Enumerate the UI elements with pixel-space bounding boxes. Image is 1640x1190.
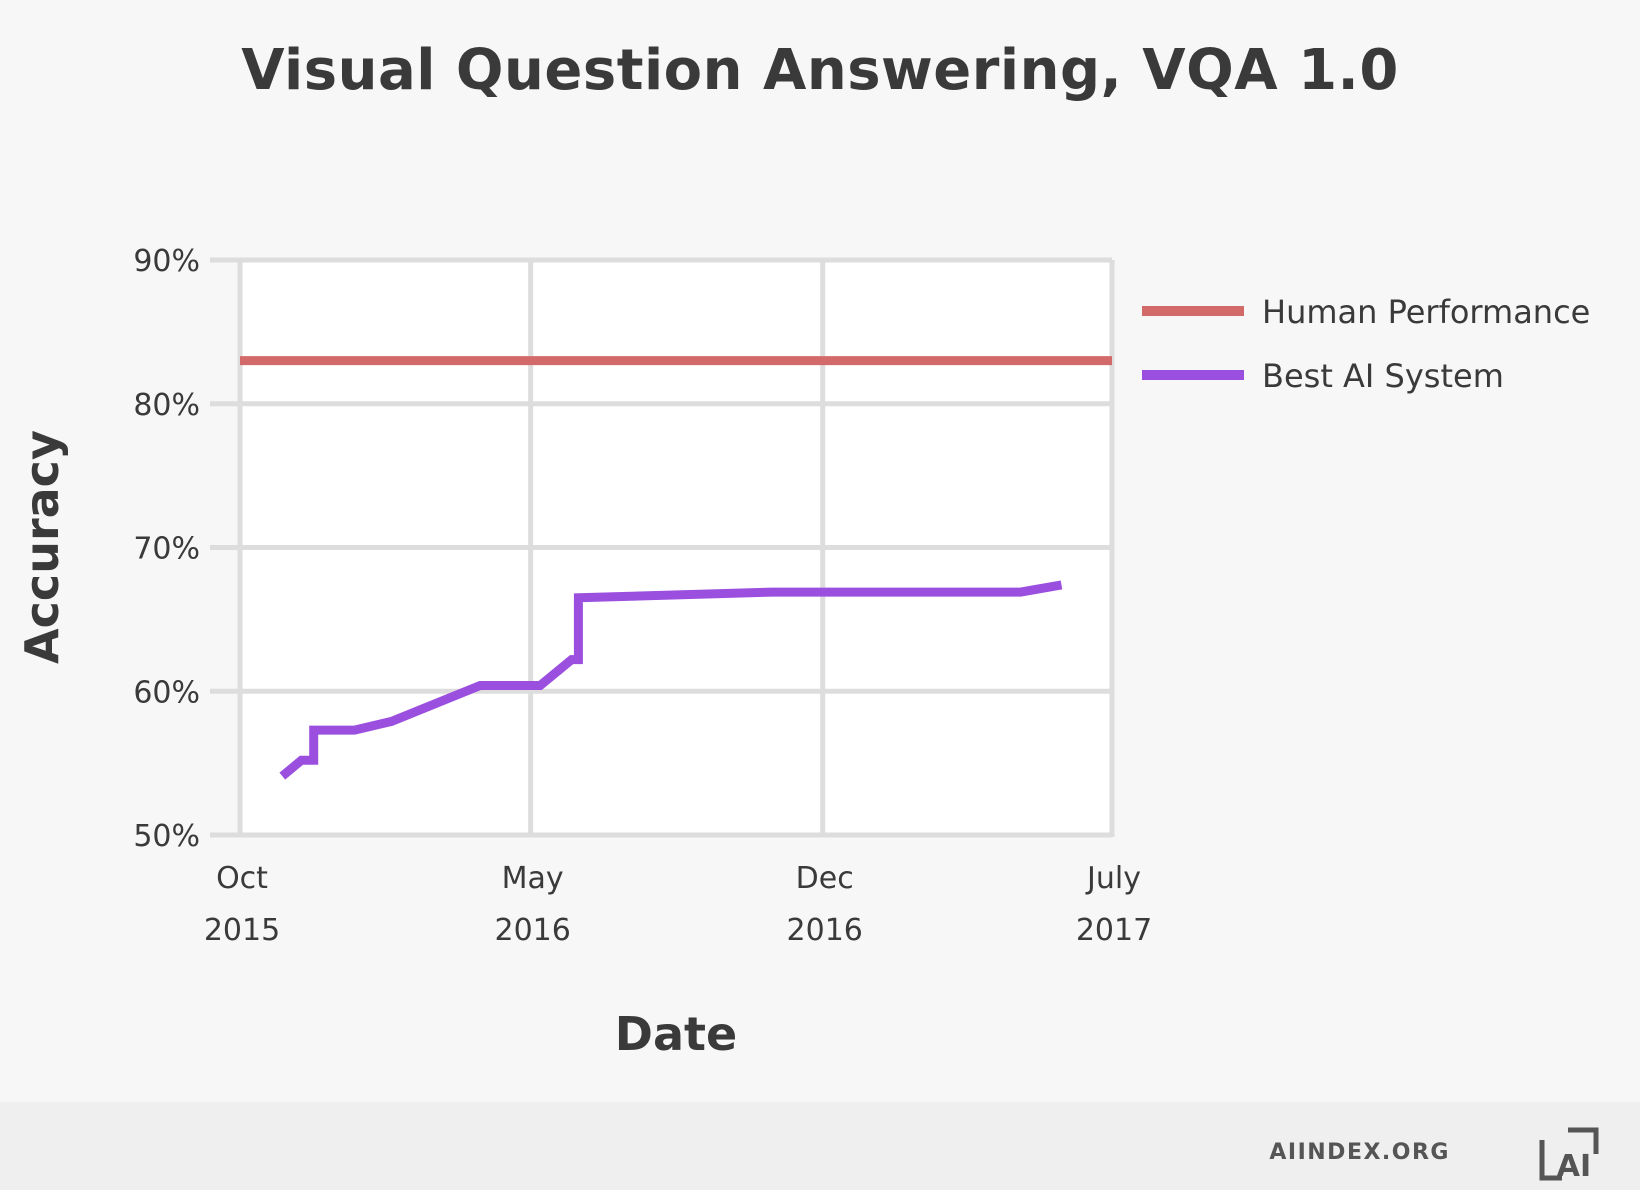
ai-index-logo: AI bbox=[1539, 1127, 1599, 1182]
y-tick-label: 50% bbox=[133, 819, 200, 854]
y-tick-label: 70% bbox=[133, 532, 200, 567]
y-axis-ticks: 50% 60% 70% 80% 90% bbox=[133, 244, 200, 854]
legend: Human Performance Best AI System bbox=[1142, 293, 1590, 395]
chart-title: Visual Question Answering, VQA 1.0 bbox=[241, 38, 1399, 103]
x-tick-label-month: July bbox=[1085, 861, 1141, 896]
footer-site-link[interactable]: AIINDEX.ORG bbox=[1269, 1140, 1450, 1165]
series-line-1 bbox=[279, 580, 1063, 780]
x-tick-label-year: 2016 bbox=[494, 913, 570, 948]
logo-text: AI bbox=[1557, 1149, 1591, 1182]
x-tick-label-month: May bbox=[502, 861, 564, 896]
x-tick-label-year: 2017 bbox=[1076, 913, 1152, 948]
legend-label: Best AI System bbox=[1262, 357, 1504, 395]
chart-svg: 50% 60% 70% 80% 90% Oct 2015 May 2016 Dec 2016 Jul… bbox=[15, 244, 1590, 1061]
x-axis-title: Date bbox=[615, 1007, 737, 1061]
y-tick-label: 80% bbox=[133, 388, 200, 423]
x-axis-ticks: Oct 2015 May 2016 Dec 2016 July 2017 bbox=[204, 861, 1152, 948]
x-tick-label-year: 2015 bbox=[204, 913, 280, 948]
legend-label: Human Performance bbox=[1262, 293, 1590, 331]
x-tick-label-year: 2016 bbox=[787, 913, 863, 948]
footer: AIINDEX.ORG AI bbox=[0, 1102, 1640, 1190]
series-lines bbox=[240, 356, 1112, 780]
x-tick-label-month: Dec bbox=[796, 861, 854, 896]
y-tick-label: 60% bbox=[133, 675, 200, 710]
y-axis-title: Accuracy bbox=[15, 430, 69, 664]
x-tick-label-month: Oct bbox=[216, 861, 268, 896]
y-tick-label: 90% bbox=[133, 244, 200, 279]
